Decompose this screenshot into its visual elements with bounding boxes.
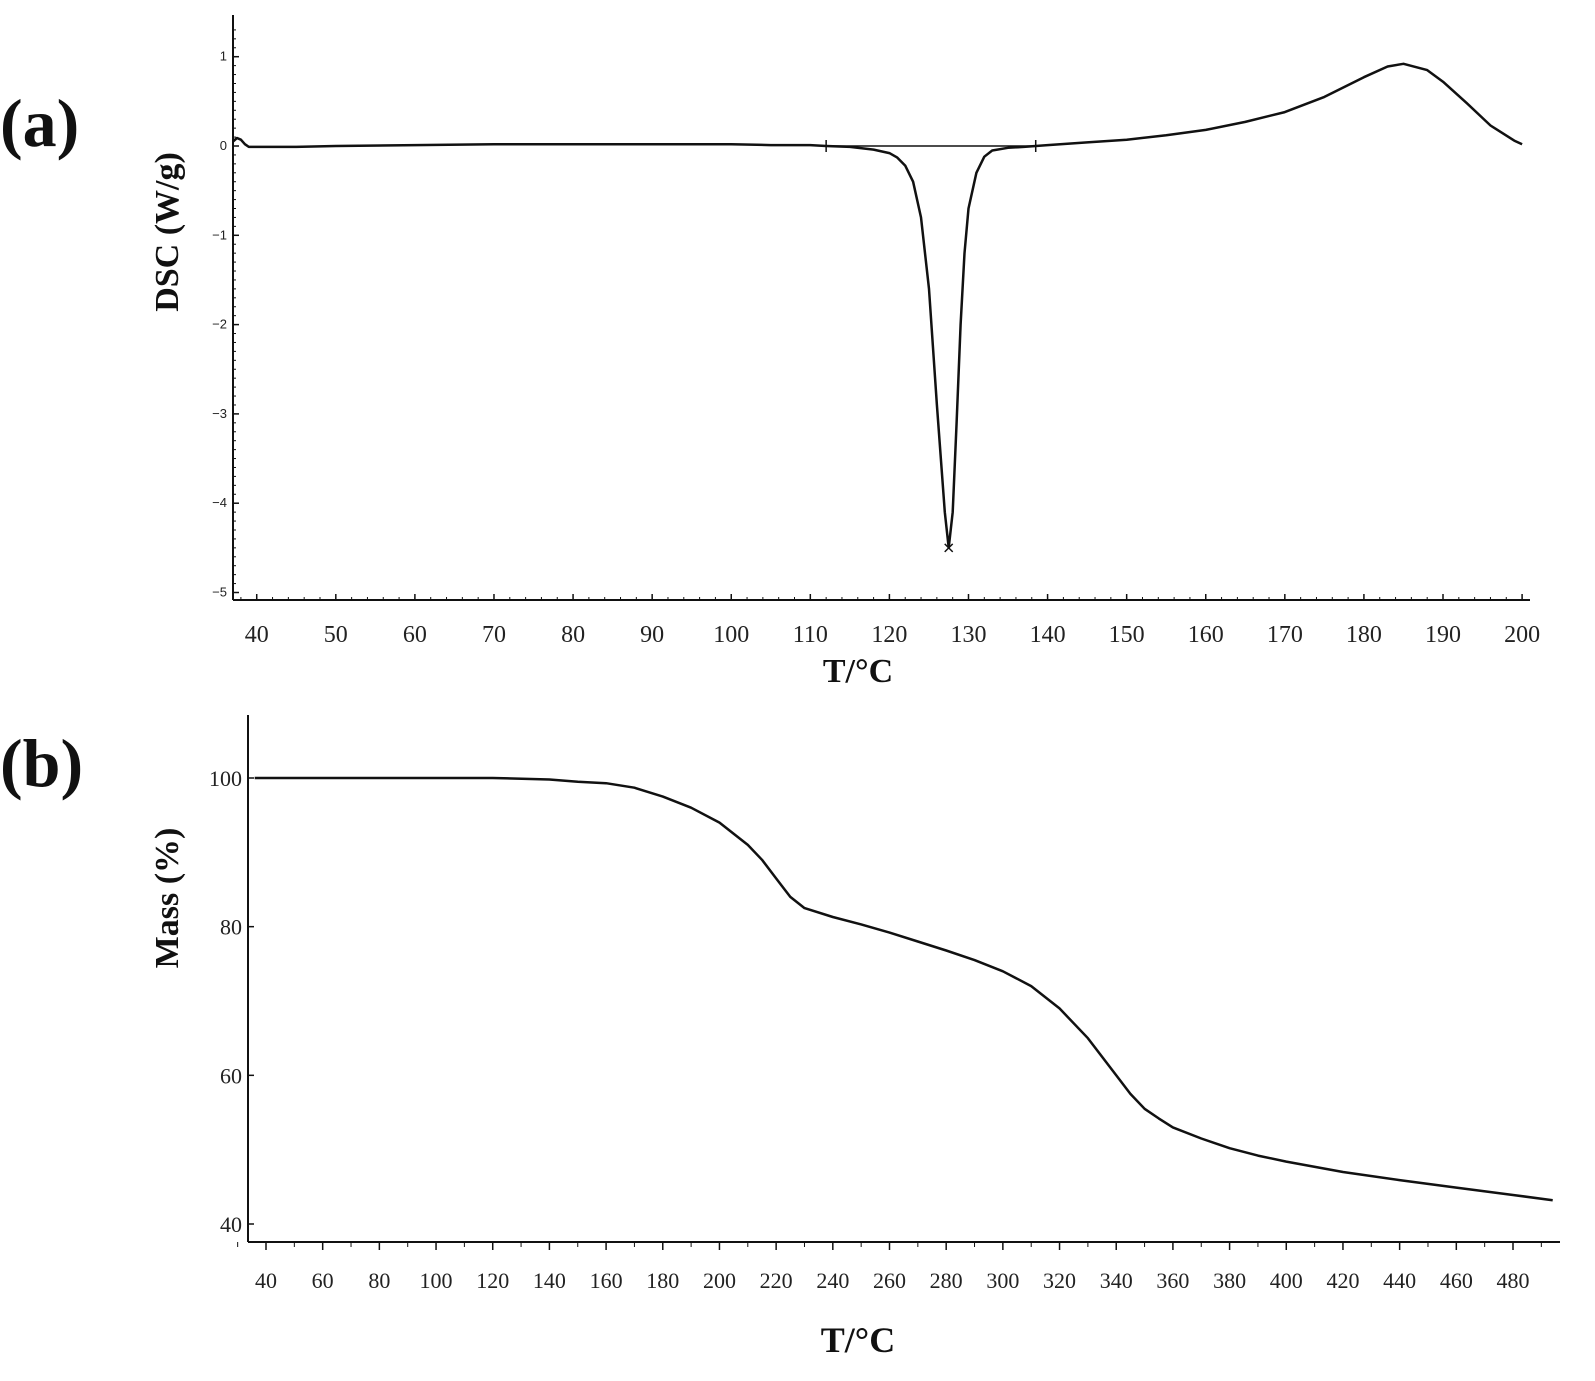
tga-x-tick-label: 320 — [1043, 1268, 1076, 1293]
panel-b: (b) 100 80 60 40 40 60 80 100 120 140 160 180 200 22… — [0, 715, 1560, 1360]
tga-x-tick-label: 120 — [476, 1268, 509, 1293]
dsc-x-tick-label: 70 — [482, 622, 506, 648]
dsc-peak-marker — [825, 140, 1037, 553]
dsc-y-tick-label: −1 — [212, 227, 227, 242]
tga-curve — [254, 776, 1553, 1202]
dsc-x-axis-title: T/°C — [823, 653, 893, 690]
tga-y-tick-label: 60 — [220, 1063, 242, 1088]
dsc-y-tick-label: −5 — [212, 585, 227, 600]
tga-x-tick-label: 460 — [1440, 1268, 1473, 1293]
dsc-x-tick-label: 80 — [561, 622, 585, 648]
dsc-x-tick-label: 100 — [713, 622, 749, 648]
tga-x-tick-label: 180 — [646, 1268, 679, 1293]
dsc-x-tick-label: 50 — [324, 622, 348, 648]
dsc-x-tick-label: 190 — [1425, 622, 1461, 648]
panel-a: (a) 1 0 −1 −2 −3 −4 −5 40 50 60 70 80 90 100 110 120 13… — [0, 15, 1540, 690]
tga-x-tick-label: 440 — [1383, 1268, 1416, 1293]
dsc-x-tick-label: 130 — [950, 622, 986, 648]
panel-b-label: (b) — [0, 725, 83, 801]
dsc-x-ticks: 40 50 60 70 80 90 100 110 120 130 140 150 160 170 180 1… — [240, 594, 1540, 648]
tga-x-tick-label: 340 — [1100, 1268, 1133, 1293]
dsc-x-tick-label: 120 — [871, 622, 907, 648]
panel-a-label: (a) — [0, 85, 79, 161]
dsc-y-axis-title: DSC (W/g) — [149, 152, 186, 312]
tga-x-tick-label: 420 — [1326, 1268, 1359, 1293]
dsc-y-tick-label: −2 — [212, 317, 227, 332]
tga-y-tick-label: 40 — [220, 1212, 242, 1237]
dsc-x-tick-label: 160 — [1188, 622, 1224, 648]
tga-x-tick-label: 160 — [590, 1268, 623, 1293]
dsc-y-tick-label: −4 — [212, 495, 227, 510]
dsc-curve — [232, 62, 1523, 550]
tga-x-tick-label: 400 — [1270, 1268, 1303, 1293]
tga-y-ticks: 100 80 60 40 — [209, 766, 254, 1237]
tga-x-tick-label: 360 — [1156, 1268, 1189, 1293]
dsc-x-tick-label: 200 — [1504, 622, 1540, 648]
tga-x-tick-label: 60 — [312, 1268, 334, 1293]
dsc-x-tick-label: 170 — [1267, 622, 1303, 648]
tga-x-tick-label: 200 — [703, 1268, 736, 1293]
dsc-plot: 1 0 −1 −2 −3 −4 −5 40 50 60 70 80 90 100 110 120 130 140… — [212, 15, 1540, 648]
tga-x-tick-label: 380 — [1213, 1268, 1246, 1293]
tga-x-tick-label: 80 — [368, 1268, 390, 1293]
tga-y-tick-label: 80 — [220, 915, 242, 940]
dsc-peak-cross — [944, 543, 954, 553]
dsc-x-tick-label: 180 — [1346, 622, 1382, 648]
dsc-y-tick-label: −3 — [212, 406, 227, 421]
dsc-x-tick-label: 150 — [1109, 622, 1145, 648]
dsc-x-tick-label: 90 — [640, 622, 664, 648]
dsc-x-tick-label: 110 — [793, 622, 828, 648]
tga-x-tick-label: 140 — [533, 1268, 566, 1293]
dsc-x-tick-label: 140 — [1030, 622, 1066, 648]
tga-x-tick-label: 480 — [1497, 1268, 1530, 1293]
dsc-y-ticks: 1 0 −1 −2 −3 −4 −5 — [212, 29, 239, 600]
tga-x-tick-label: 300 — [986, 1268, 1019, 1293]
tga-x-ticks: 40 60 80 100 120 140 160 180 200 220 240 260 280 300 3… — [237, 1242, 1542, 1293]
tga-y-tick-label: 100 — [209, 766, 242, 791]
tga-y-axis-title: Mass (%) — [149, 828, 186, 969]
tga-x-tick-label: 260 — [873, 1268, 906, 1293]
tga-x-tick-label: 40 — [255, 1268, 277, 1293]
tga-plot: 100 80 60 40 40 60 80 100 120 140 160 180 200 220 240… — [209, 715, 1560, 1293]
dsc-y-tick-label: 1 — [220, 49, 227, 64]
tga-x-tick-label: 240 — [816, 1268, 849, 1293]
dsc-x-tick-label: 40 — [245, 622, 269, 648]
dsc-x-tick-label: 60 — [403, 622, 427, 648]
tga-x-axis-title: T/°C — [821, 1320, 895, 1360]
tga-x-tick-label: 220 — [760, 1268, 793, 1293]
tga-x-tick-label: 280 — [930, 1268, 963, 1293]
dsc-y-tick-label: 0 — [220, 138, 227, 153]
tga-x-tick-label: 100 — [420, 1268, 453, 1293]
